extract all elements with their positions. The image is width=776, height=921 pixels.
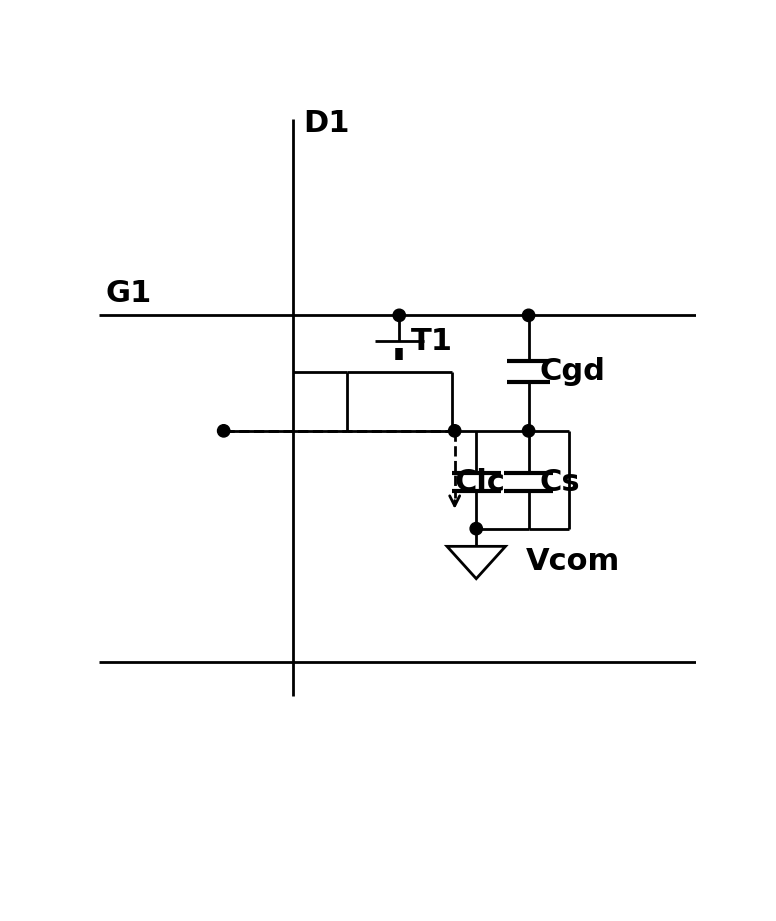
Text: Cgd: Cgd — [539, 357, 605, 386]
Circle shape — [522, 309, 535, 321]
Text: G1: G1 — [105, 279, 151, 308]
Text: T1: T1 — [411, 327, 452, 356]
Text: Vcom: Vcom — [526, 547, 621, 577]
Circle shape — [470, 522, 483, 535]
Text: D1: D1 — [303, 110, 349, 138]
Circle shape — [522, 425, 535, 437]
Circle shape — [393, 309, 405, 321]
Circle shape — [217, 425, 230, 437]
Text: Cs: Cs — [539, 468, 580, 497]
Text: Clc: Clc — [455, 468, 505, 497]
Circle shape — [449, 425, 461, 437]
